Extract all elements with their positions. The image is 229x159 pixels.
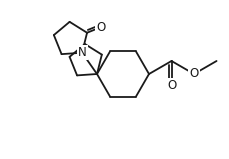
Text: O: O	[189, 68, 198, 80]
Text: O: O	[166, 79, 175, 92]
Text: O: O	[96, 21, 105, 34]
Text: N: N	[77, 46, 86, 59]
